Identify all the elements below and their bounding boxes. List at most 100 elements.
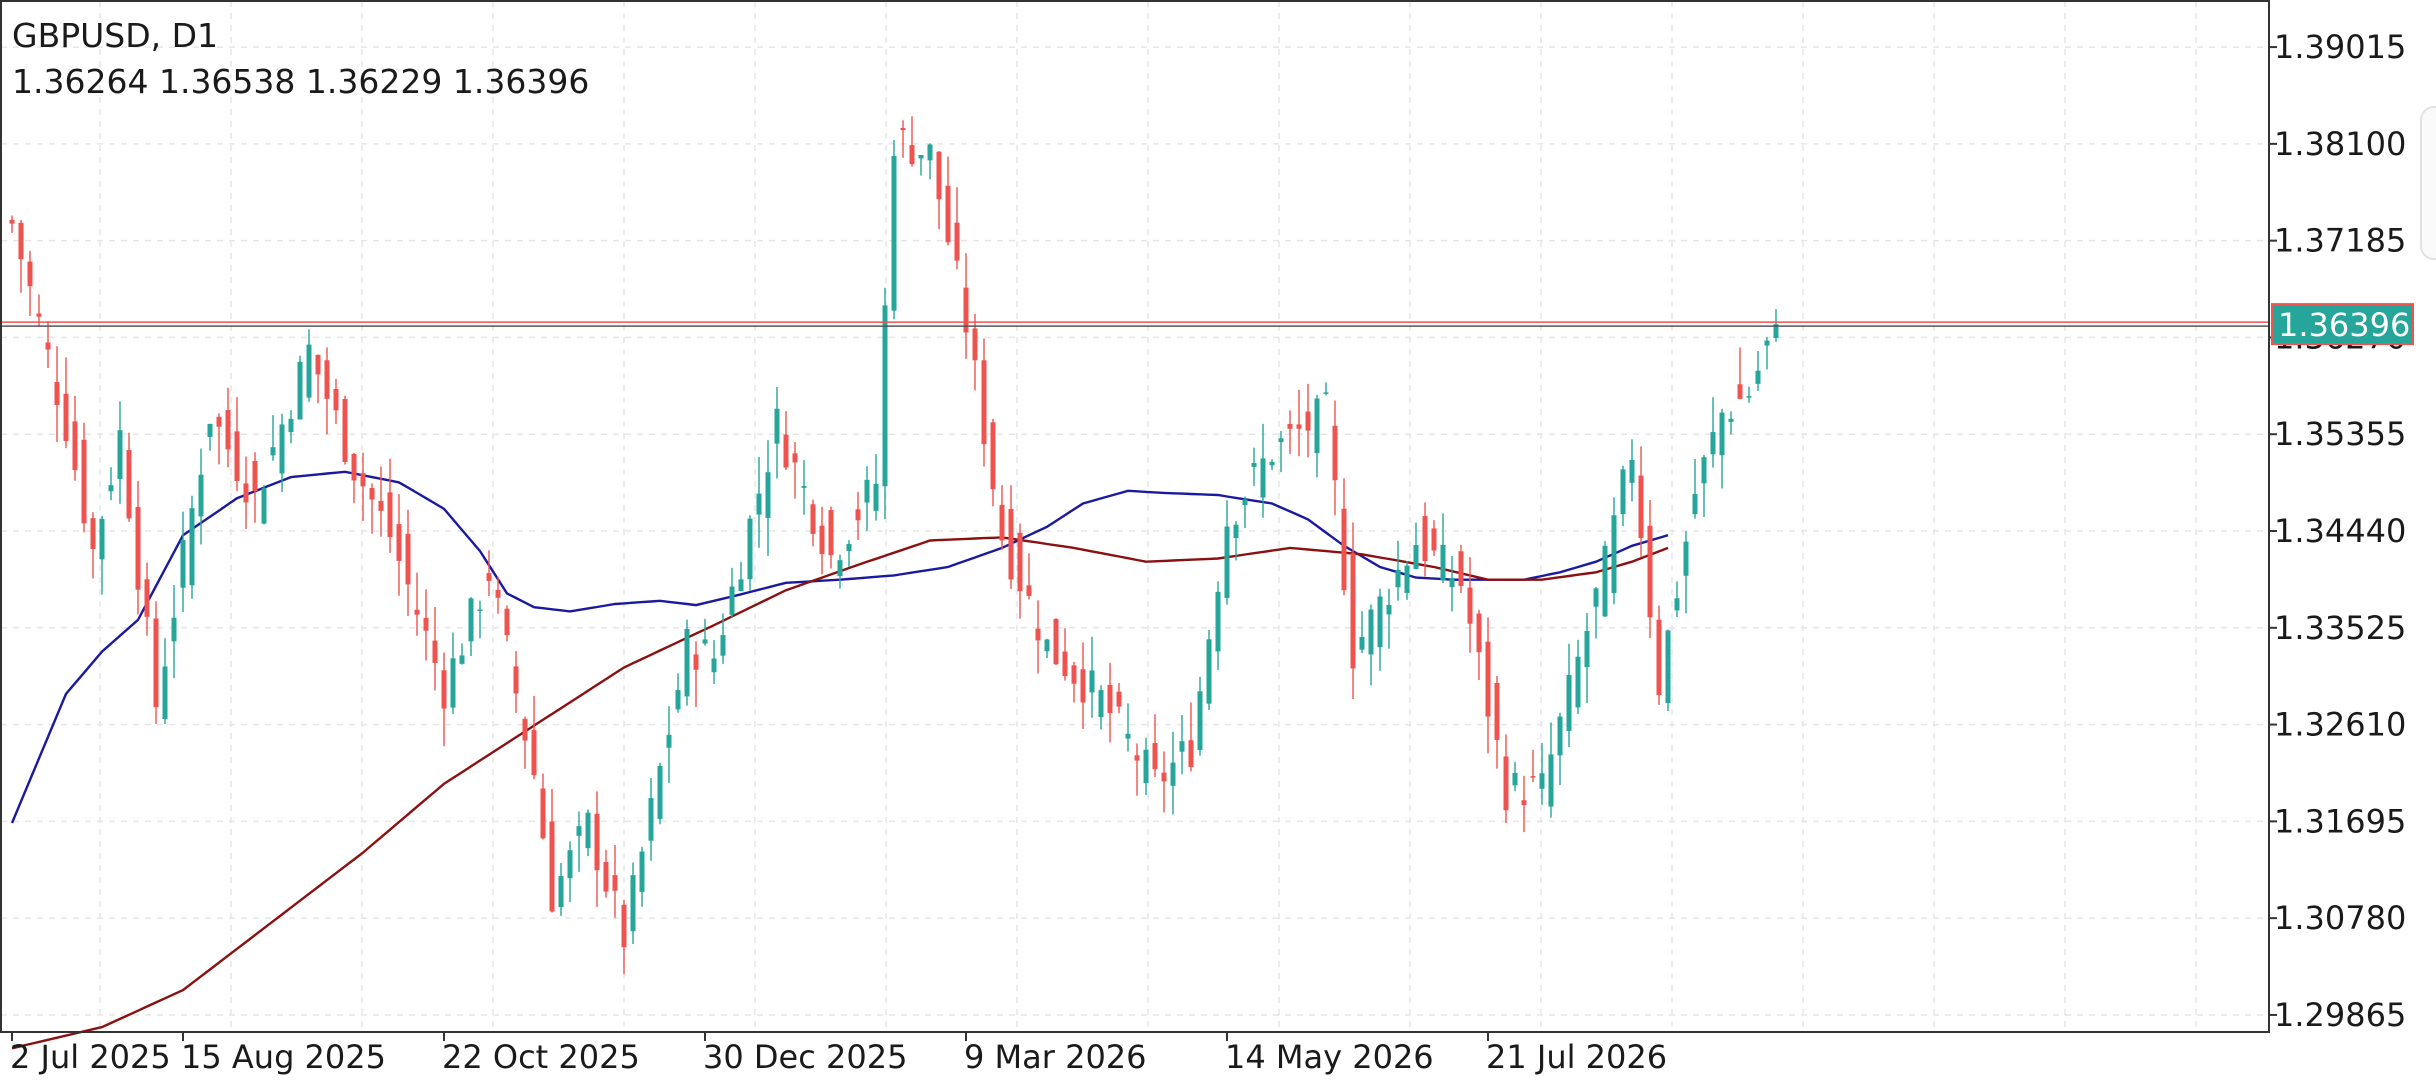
candle-body (1026, 585, 1032, 596)
candle (1332, 400, 1338, 516)
candle-body (657, 766, 663, 819)
candle-body (954, 222, 960, 261)
candle-body (1089, 670, 1095, 693)
candle-body (1017, 532, 1023, 592)
candle (711, 640, 717, 685)
current-price-tag-box (2271, 303, 2414, 346)
candle-body (747, 518, 753, 580)
candle (153, 601, 159, 724)
candle-body (756, 493, 762, 515)
candle-body (1296, 424, 1302, 429)
candle-body (1764, 340, 1770, 346)
candle (936, 151, 942, 230)
candle (891, 140, 897, 320)
candle-body (585, 812, 591, 849)
candle (873, 454, 879, 521)
candle (1179, 715, 1185, 775)
candle-body (1413, 545, 1419, 569)
candle (252, 452, 258, 523)
candle (126, 432, 132, 522)
candle (738, 561, 744, 592)
candle (180, 511, 186, 613)
candle (504, 605, 510, 642)
candle (1602, 541, 1608, 618)
candle (1071, 661, 1077, 703)
candle (1431, 520, 1437, 557)
candle-body (630, 875, 636, 932)
candle-body (1710, 432, 1716, 455)
candle-body (675, 690, 681, 710)
chart-grid (1, 1, 2269, 1032)
candle (1152, 714, 1158, 778)
candle (387, 458, 393, 553)
candle-body (495, 589, 501, 598)
candle (1341, 478, 1347, 596)
candle (441, 652, 447, 747)
candle-body (1080, 669, 1086, 703)
candle-body (882, 305, 888, 487)
candle-body (1368, 609, 1374, 655)
candle (1422, 502, 1428, 577)
time-axis[interactable]: 2 Jul 2025 15 Aug 2025 22 Oct 2025 30 Dec 2… (10, 1032, 1667, 1076)
candle (405, 509, 411, 616)
candle (1440, 513, 1446, 584)
candle (522, 716, 528, 769)
price-axis[interactable]: 1.390151.381001.371851.362701.353551.344… (2269, 28, 2406, 1034)
time-axis-label: 9 Mar 2026 (964, 1038, 1147, 1076)
candle-body (1161, 772, 1167, 782)
candle (1692, 459, 1698, 519)
candle (288, 410, 294, 444)
candle (1386, 588, 1392, 649)
candle (1269, 459, 1275, 471)
candle-body (846, 543, 852, 552)
time-axis-label: 30 Dec 2025 (703, 1038, 907, 1076)
candle (432, 606, 438, 691)
candle (72, 395, 78, 481)
candle-body (1521, 800, 1527, 806)
candle (585, 809, 591, 857)
candle-body (1638, 475, 1644, 538)
candle (135, 481, 141, 615)
candle-body (486, 573, 492, 581)
time-axis-label: 21 Jul 2026 (1486, 1038, 1667, 1076)
candle (981, 338, 987, 467)
candle-body (1584, 630, 1590, 668)
candle (1044, 638, 1050, 659)
candle-body (270, 447, 276, 456)
candle-body (711, 658, 717, 673)
candle-body (801, 486, 807, 488)
candle-body (1458, 551, 1464, 586)
candle-body (1611, 515, 1617, 594)
candle (1638, 446, 1644, 557)
candle-body (792, 453, 798, 463)
candle-body (279, 424, 285, 474)
candle (1359, 611, 1365, 654)
candle (1737, 347, 1743, 400)
candle (1539, 742, 1545, 805)
current-price-label: 1.36396 (2278, 306, 2410, 344)
candle (90, 512, 96, 579)
candle-body (81, 439, 87, 524)
candle-body (1566, 675, 1572, 731)
side-panel-handle[interactable] (2420, 106, 2436, 260)
candle (1143, 737, 1149, 795)
candle-body (504, 608, 510, 636)
candle-body (963, 287, 969, 333)
candle (729, 567, 735, 619)
price-axis-label: 1.33525 (2274, 609, 2406, 647)
candle-body (936, 151, 942, 200)
current-price-line (1, 321, 2269, 327)
candle (1188, 702, 1194, 772)
price-axis-label: 1.37185 (2274, 222, 2406, 260)
candle (1728, 411, 1734, 435)
candle-body (891, 156, 897, 311)
candle (189, 495, 195, 599)
candle (1017, 523, 1023, 619)
candle (1377, 588, 1383, 671)
candle (18, 219, 24, 293)
candle-body (1035, 628, 1041, 641)
candle-body (513, 666, 519, 694)
candle (1161, 751, 1167, 813)
candle-body (1503, 756, 1509, 811)
candle (261, 485, 267, 525)
